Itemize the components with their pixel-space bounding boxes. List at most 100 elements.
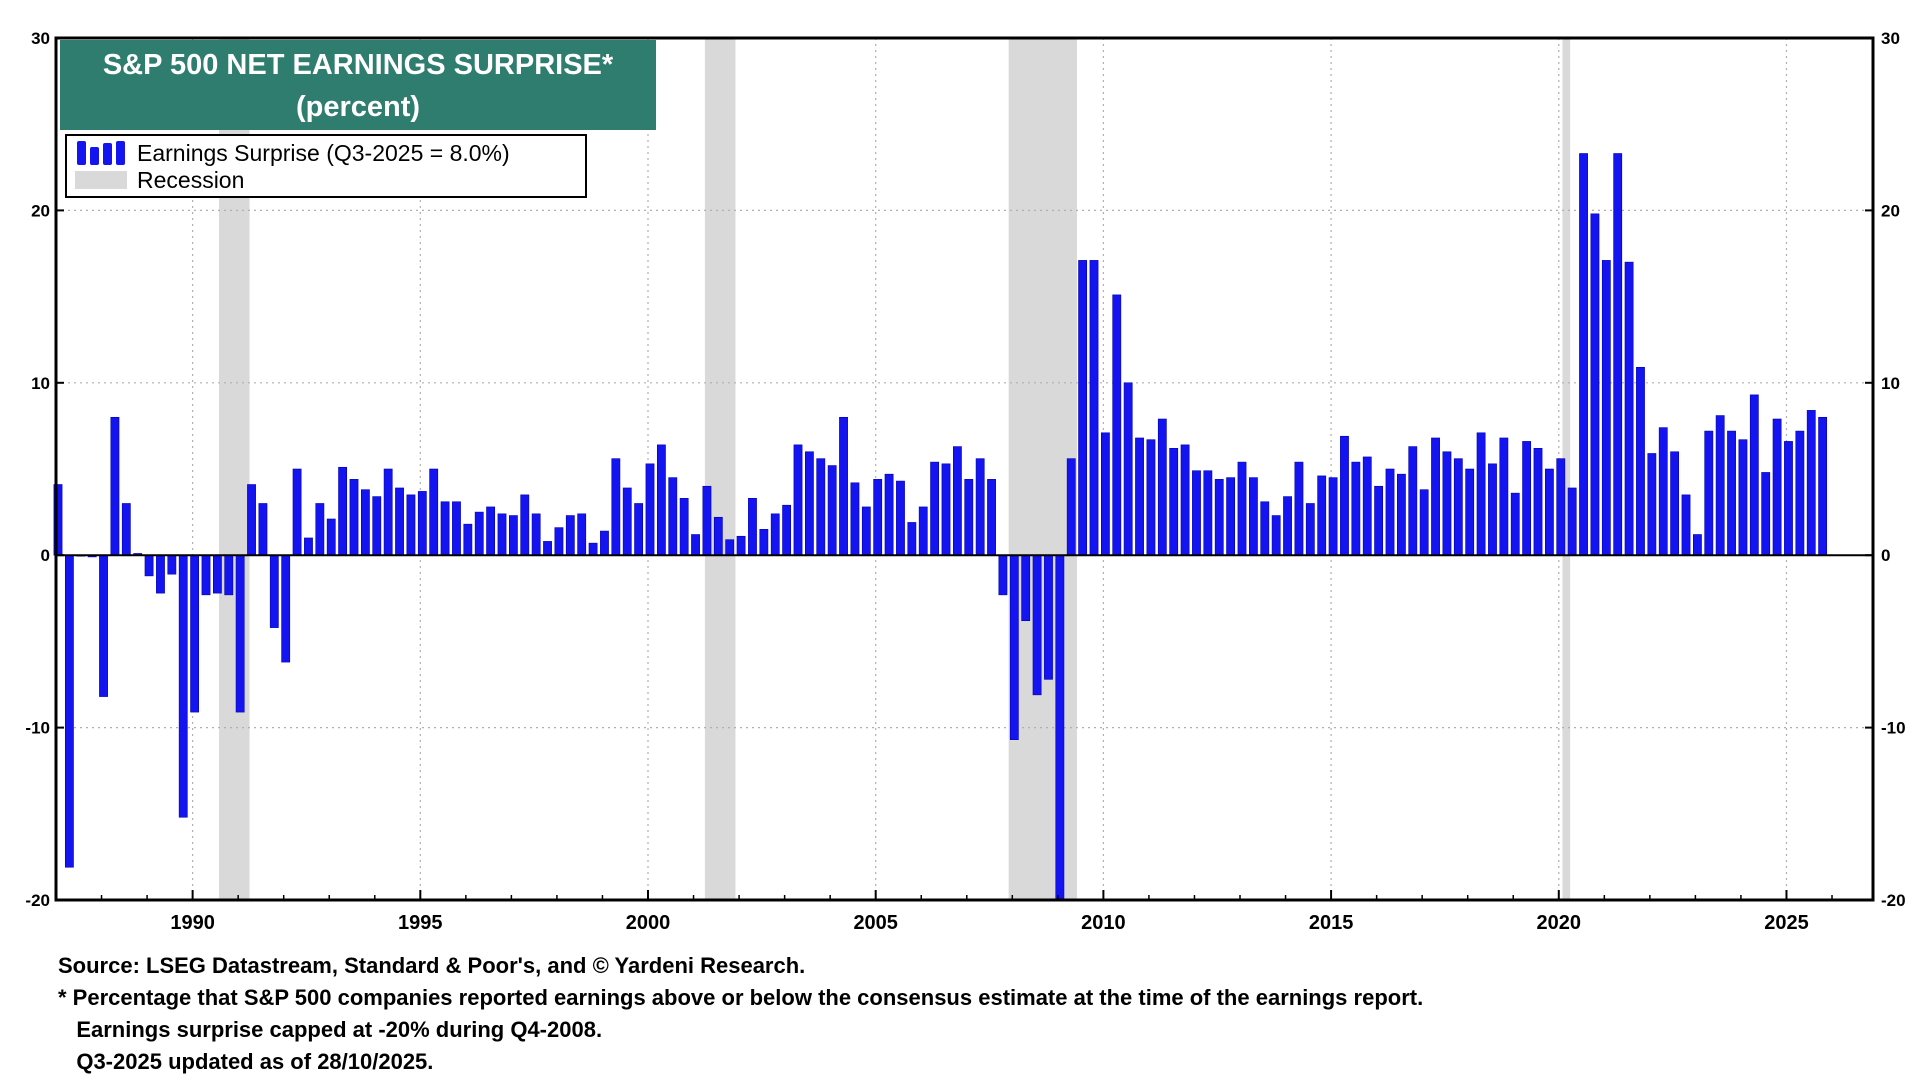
bar xyxy=(691,534,700,556)
bar xyxy=(645,463,655,556)
bar xyxy=(896,480,905,556)
legend-item-recession: Recession xyxy=(75,167,244,193)
bar xyxy=(1055,554,1065,901)
bar xyxy=(861,506,871,556)
bar xyxy=(167,554,177,575)
bar xyxy=(1601,260,1611,556)
bar xyxy=(600,530,609,556)
footnote-cap: Earnings surprise capped at -20% during … xyxy=(58,1017,603,1042)
bar xyxy=(748,498,757,556)
bar xyxy=(315,503,325,556)
bar xyxy=(918,506,928,556)
bar xyxy=(634,503,644,556)
bar xyxy=(827,465,837,556)
bar xyxy=(1442,451,1452,556)
bar xyxy=(804,451,814,556)
bar xyxy=(975,458,985,556)
y-tick-label-right: 20 xyxy=(1881,201,1900,220)
bar xyxy=(725,539,735,556)
bar xyxy=(952,446,962,556)
y-tick-label-right: -10 xyxy=(1881,719,1906,738)
bar xyxy=(565,515,575,556)
bar xyxy=(656,444,666,556)
bar xyxy=(1157,418,1167,556)
bar xyxy=(1248,477,1258,556)
bar xyxy=(964,479,974,556)
bar xyxy=(1499,437,1509,556)
bar xyxy=(1078,260,1088,556)
legend-bars-swatch xyxy=(75,141,127,165)
bar xyxy=(1009,554,1019,740)
bar xyxy=(1533,448,1543,556)
bar xyxy=(1135,437,1144,556)
bar xyxy=(486,506,496,556)
bar xyxy=(907,522,917,556)
bar xyxy=(1385,468,1395,556)
bar xyxy=(1146,439,1156,556)
bar xyxy=(1476,432,1486,556)
bar xyxy=(679,498,689,556)
footnote-definition: * Percentage that S&P 500 companies repo… xyxy=(58,985,1424,1010)
bar xyxy=(1021,554,1031,622)
bar xyxy=(1522,441,1532,556)
bar xyxy=(1169,448,1179,556)
bar xyxy=(1681,494,1691,556)
bar xyxy=(1658,427,1668,556)
bar xyxy=(1453,458,1463,556)
x-tick-label: 2000 xyxy=(626,912,671,934)
y-tick-label-right: -20 xyxy=(1881,891,1906,910)
bar xyxy=(1795,430,1805,556)
bar xyxy=(611,458,621,556)
bar xyxy=(770,513,780,556)
bar xyxy=(622,487,632,556)
legend-item-earnings: Earnings Surprise (Q3-2025 = 8.0%) xyxy=(75,140,510,166)
bar xyxy=(520,494,530,556)
bar xyxy=(782,504,792,556)
x-tick-label: 1995 xyxy=(398,912,443,934)
bar xyxy=(121,503,131,556)
legend-recession-label: Recession xyxy=(137,166,245,193)
bar xyxy=(1544,468,1554,556)
recession-band xyxy=(1562,38,1571,900)
bar xyxy=(269,554,279,628)
bar xyxy=(577,513,587,556)
bar xyxy=(759,529,769,556)
bar xyxy=(1579,153,1588,556)
y-tick-label-left: 0 xyxy=(41,546,50,565)
bar xyxy=(941,463,951,556)
bar xyxy=(1089,260,1099,556)
bar xyxy=(1488,463,1497,556)
bar xyxy=(1112,294,1122,556)
bar xyxy=(1226,477,1236,556)
bar xyxy=(144,554,154,577)
bar xyxy=(1693,534,1702,556)
bar xyxy=(1362,456,1372,556)
bar xyxy=(1032,554,1042,696)
bar xyxy=(429,468,439,556)
bar xyxy=(1260,501,1270,556)
bar xyxy=(156,554,165,594)
y-tick-label-right: 30 xyxy=(1881,29,1900,48)
bar xyxy=(372,496,382,556)
legend-earnings-label: Earnings Surprise (Q3-2025 = 8.0%) xyxy=(137,139,510,166)
bar xyxy=(1328,477,1338,556)
bar xyxy=(1590,213,1600,556)
source-note: Source: LSEG Datastream, Standard & Poor… xyxy=(58,953,806,978)
bar xyxy=(1214,479,1224,556)
bar xyxy=(1374,485,1384,556)
bar xyxy=(247,484,256,556)
bar xyxy=(212,554,222,594)
legend: Earnings Surprise (Q3-2025 = 8.0%) Reces… xyxy=(65,134,587,198)
y-tick-label-right: 0 xyxy=(1881,546,1890,565)
bar xyxy=(508,515,518,556)
bar xyxy=(1340,435,1349,556)
bar xyxy=(702,485,712,556)
y-tick-label-left: 30 xyxy=(31,29,50,48)
chart-title-box: S&P 500 NET EARNINGS SURPRISE* (percent) xyxy=(60,40,656,130)
bar xyxy=(850,482,860,556)
x-tick-label: 2005 xyxy=(853,912,898,934)
bar xyxy=(417,491,427,556)
bar xyxy=(884,473,894,556)
bar xyxy=(1761,472,1771,556)
bar xyxy=(713,516,723,556)
